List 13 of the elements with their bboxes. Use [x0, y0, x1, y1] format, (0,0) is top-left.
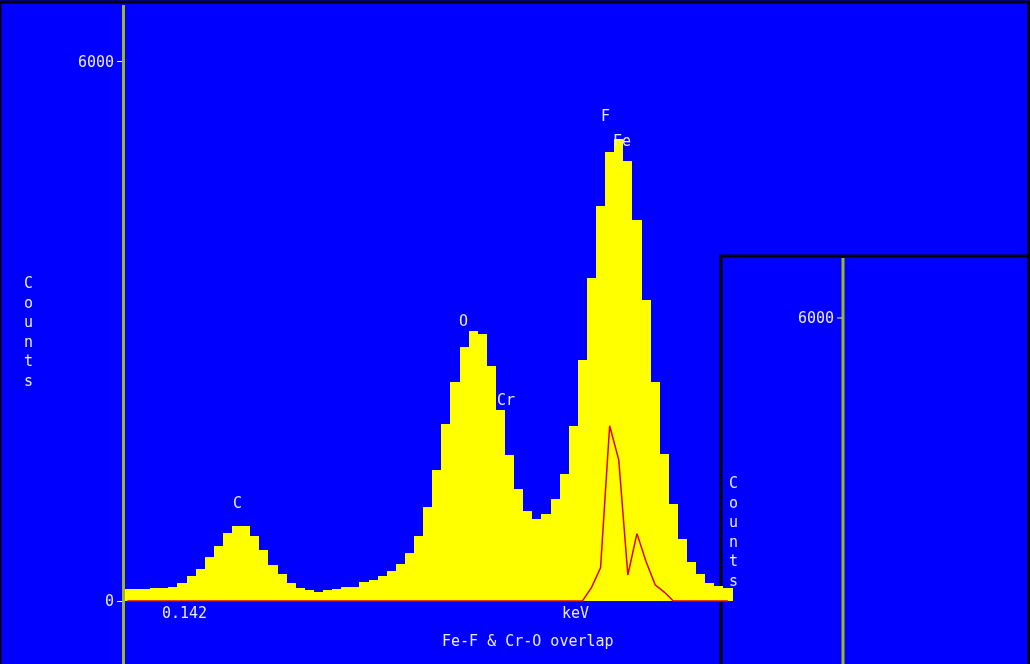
annotation: O	[459, 312, 469, 330]
annotation: Fe-F & Cr-O overlap	[442, 632, 614, 650]
y-axis-title: Counts	[729, 474, 739, 590]
annotation: 0.142	[162, 604, 208, 622]
annotation: Fe	[613, 132, 632, 150]
annotation: C	[233, 494, 243, 512]
y-tick-label: 0	[104, 592, 114, 611]
line-series	[126, 425, 729, 602]
annotation: Cr	[497, 391, 516, 409]
x-axis-title: keV	[562, 604, 590, 622]
text: 6000	[798, 309, 835, 327]
text: Counts	[24, 274, 34, 390]
annotation: F	[601, 107, 611, 125]
